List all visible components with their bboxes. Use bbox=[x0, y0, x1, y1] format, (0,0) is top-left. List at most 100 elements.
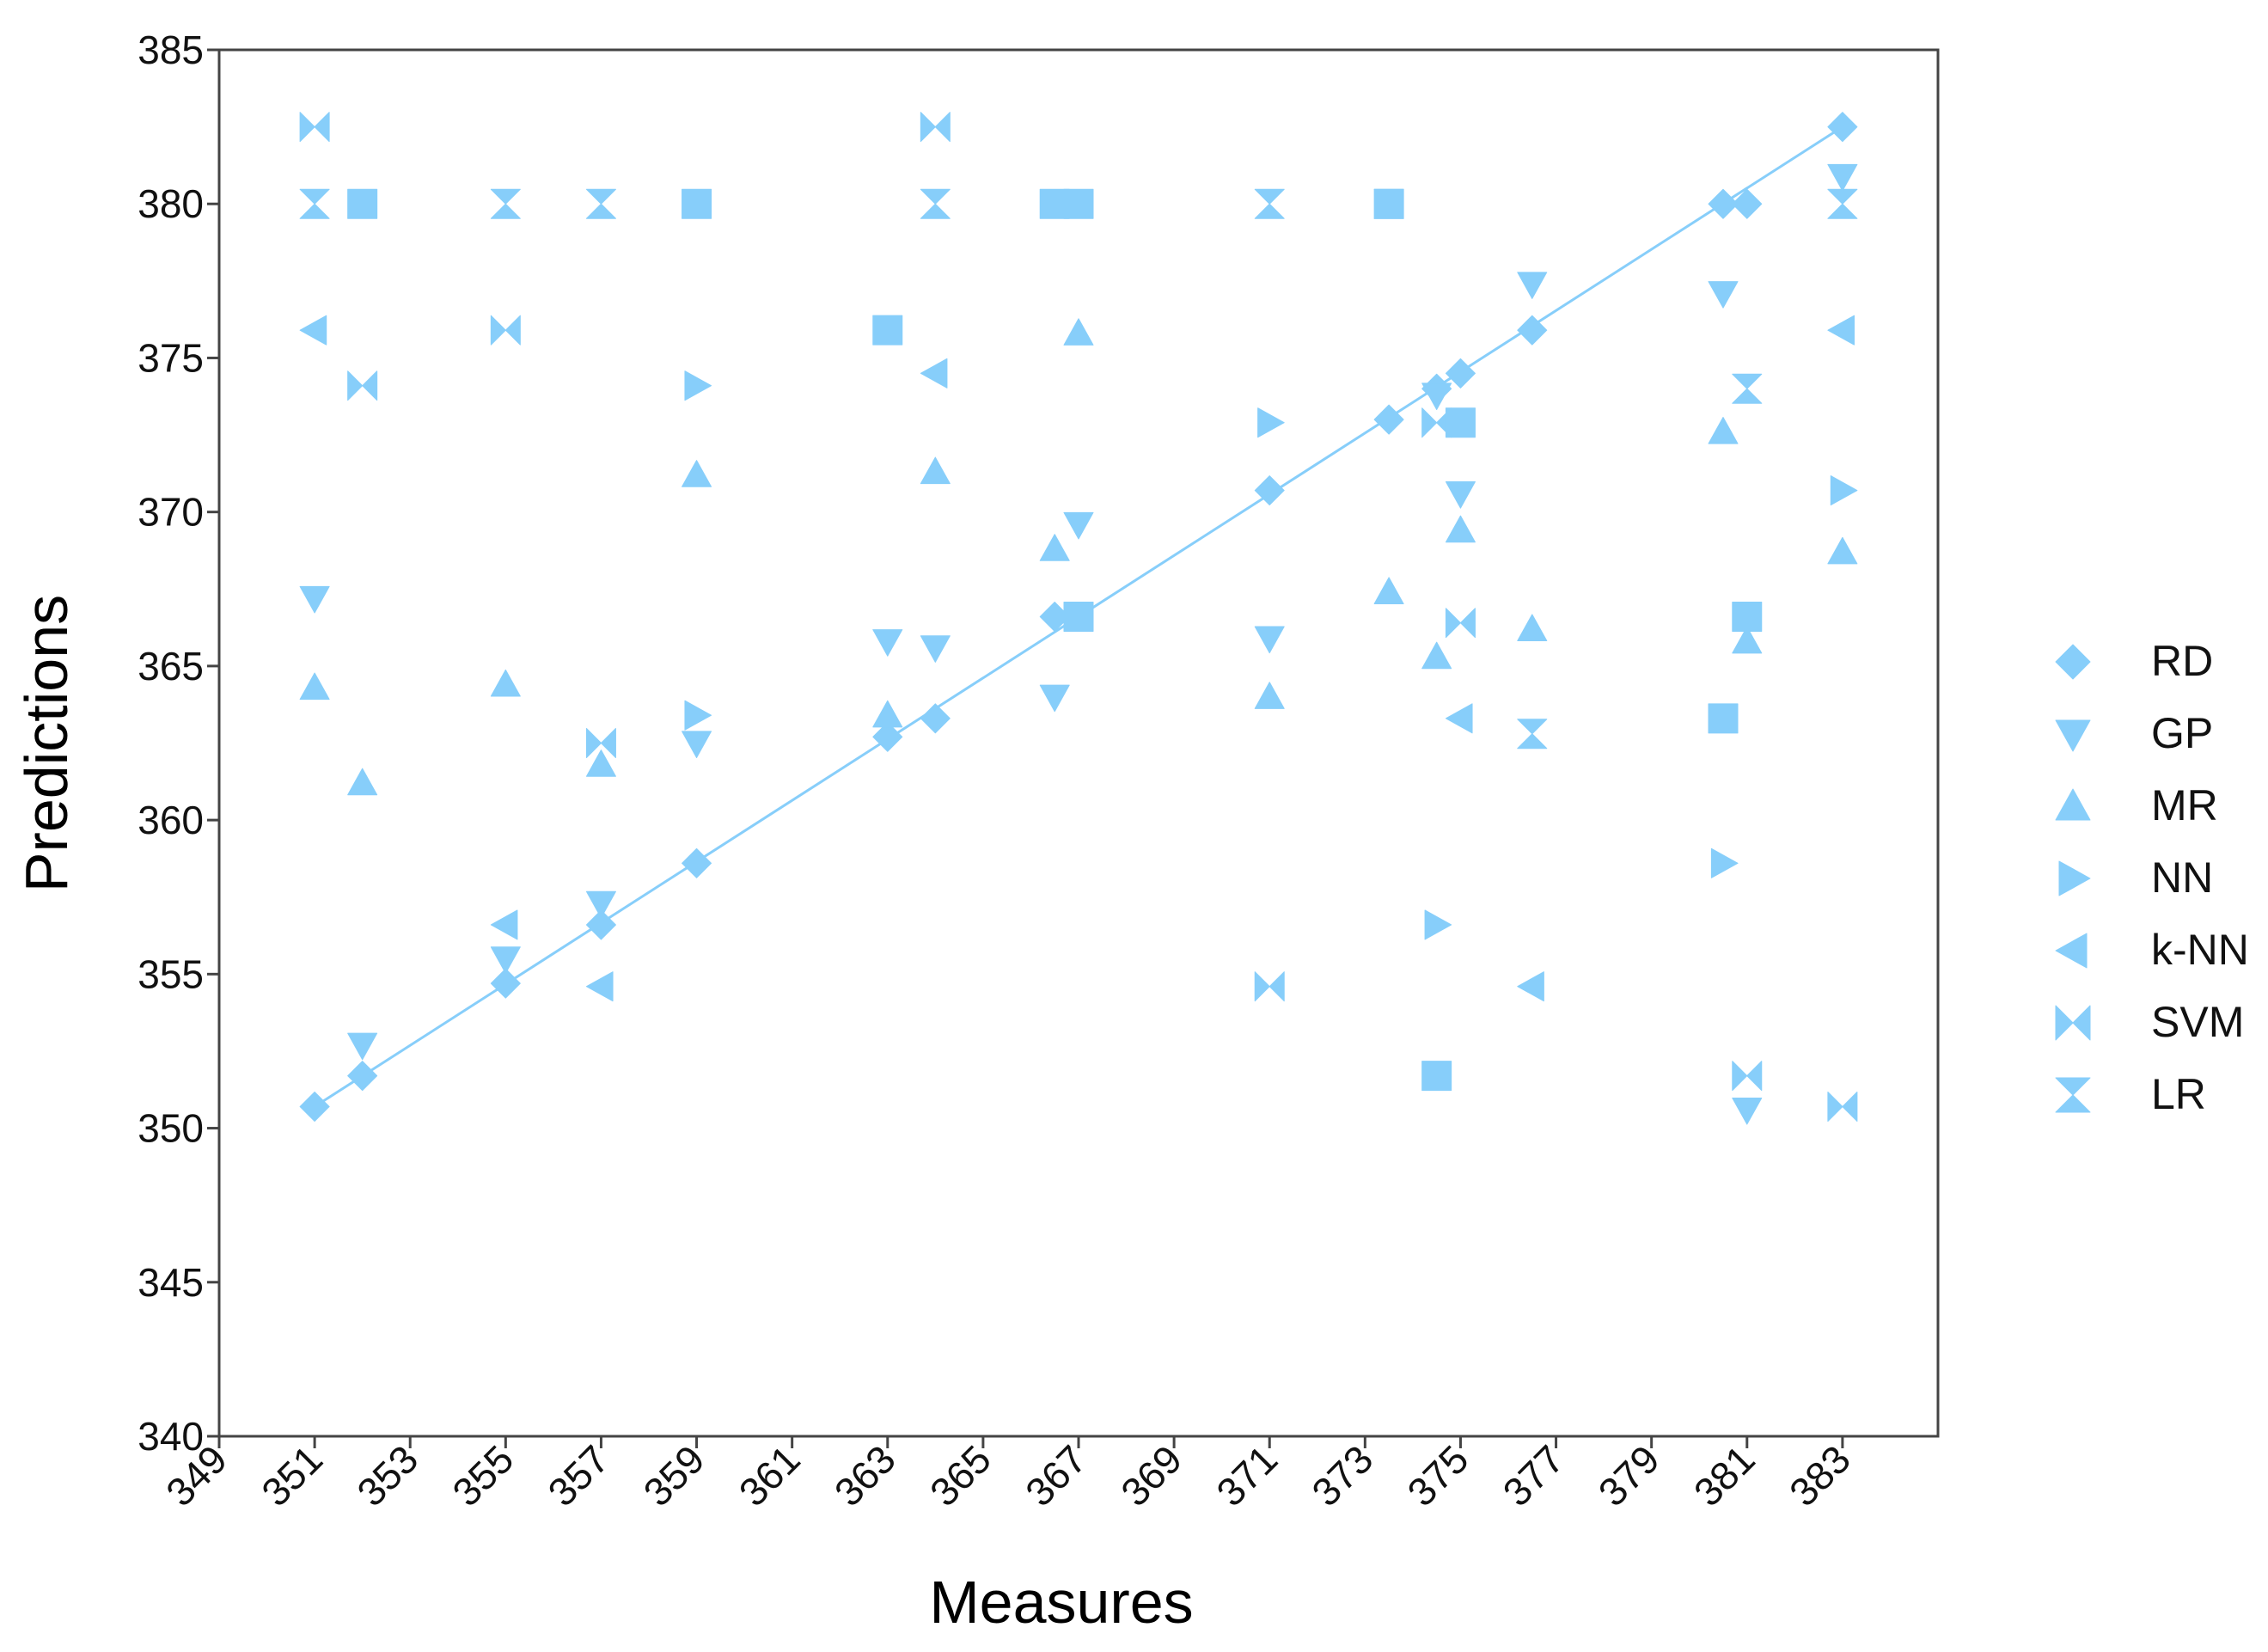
y-tick-label: 380 bbox=[138, 181, 204, 226]
data-point-mr bbox=[1517, 614, 1548, 641]
data-point-square bbox=[1373, 188, 1404, 219]
series-lr bbox=[299, 188, 1858, 750]
data-point-mr bbox=[1254, 682, 1285, 709]
x-tick-label: 361 bbox=[731, 1436, 809, 1514]
series-k-nn bbox=[299, 315, 1855, 1002]
legend-label: NN bbox=[2151, 854, 2213, 902]
data-point-rd bbox=[1373, 404, 1404, 435]
series-svm bbox=[299, 112, 1858, 1122]
data-point-mr bbox=[347, 768, 378, 796]
data-point-svm bbox=[347, 370, 378, 401]
x-tick-label: 359 bbox=[635, 1436, 713, 1514]
data-point-gp bbox=[1827, 163, 1858, 192]
y-tick-label: 375 bbox=[138, 335, 204, 380]
x-tick-label: 351 bbox=[253, 1436, 331, 1514]
data-point-square bbox=[1063, 188, 1094, 219]
data-point-rd bbox=[1517, 315, 1548, 346]
data-point-mr bbox=[872, 700, 903, 728]
series-mr bbox=[299, 318, 1858, 796]
data-point-svm bbox=[1827, 1091, 1858, 1122]
data-point-mr bbox=[1063, 318, 1094, 346]
x-tick-label: 375 bbox=[1398, 1436, 1476, 1514]
data-point-rd bbox=[1827, 112, 1858, 143]
data-point-rd bbox=[872, 721, 903, 752]
data-point-svm bbox=[920, 112, 951, 143]
data-point-gp bbox=[299, 585, 330, 614]
data-point-k-nn bbox=[1517, 971, 1544, 1002]
legend-label: SVM bbox=[2151, 998, 2244, 1046]
data-point-rd bbox=[299, 1091, 330, 1122]
data-point-mr bbox=[585, 750, 616, 777]
series-gp bbox=[299, 163, 1858, 1125]
data-point-gp bbox=[1517, 272, 1548, 299]
data-point-lr bbox=[920, 188, 951, 219]
data-point-mr bbox=[1708, 416, 1739, 444]
data-point-lr bbox=[299, 188, 330, 219]
legend-marker-gp bbox=[2055, 719, 2091, 752]
data-point-mr bbox=[1732, 626, 1763, 654]
data-point-gp bbox=[347, 1032, 378, 1061]
legend-label: k-NN bbox=[2151, 926, 2249, 974]
data-point-rd bbox=[1708, 188, 1739, 219]
data-point-mr bbox=[920, 456, 951, 485]
data-point-gp bbox=[872, 629, 903, 657]
x-axis-ticks: 349 351 353 355 357 359 361 363 365 367 369 371 373 3… bbox=[157, 1436, 1859, 1514]
legend-label: GP bbox=[2151, 709, 2213, 757]
data-point-square bbox=[1421, 1061, 1452, 1092]
legend-label: RD bbox=[2151, 637, 2213, 685]
data-point-mr bbox=[299, 672, 330, 701]
series-rd bbox=[299, 112, 1858, 1122]
y-tick-label: 360 bbox=[138, 798, 204, 842]
data-point-nn bbox=[1424, 909, 1452, 940]
data-point-k-nn bbox=[490, 909, 518, 940]
data-point-square bbox=[682, 188, 712, 219]
data-point-nn bbox=[684, 700, 712, 731]
data-point-gp bbox=[920, 635, 951, 663]
data-point-rd bbox=[1445, 358, 1476, 389]
x-tick-label: 383 bbox=[1781, 1436, 1859, 1514]
x-axis-title: Measures bbox=[929, 1569, 1193, 1636]
data-point-mr bbox=[1445, 515, 1476, 543]
data-point-gp bbox=[1039, 684, 1070, 713]
data-point-square bbox=[1732, 602, 1763, 633]
y-tick-label: 340 bbox=[138, 1414, 204, 1459]
data-point-svm bbox=[585, 728, 616, 758]
data-point-gp bbox=[585, 890, 616, 919]
data-point-gp bbox=[1445, 481, 1476, 509]
x-tick-label: 369 bbox=[1112, 1436, 1190, 1514]
data-point-lr bbox=[1827, 188, 1858, 219]
data-point-mr bbox=[1373, 577, 1404, 604]
x-tick-label: 381 bbox=[1685, 1436, 1764, 1514]
data-point-rd bbox=[1254, 475, 1285, 506]
series-square bbox=[347, 188, 1763, 1092]
data-point-mr bbox=[1039, 534, 1070, 561]
y-tick-label: 350 bbox=[138, 1106, 204, 1151]
data-point-k-nn bbox=[920, 358, 948, 389]
y-axis-title: Predictions bbox=[13, 595, 80, 892]
x-tick-label: 357 bbox=[539, 1436, 617, 1514]
data-point-nn bbox=[1830, 475, 1858, 506]
data-point-svm bbox=[1445, 608, 1476, 639]
data-point-nn bbox=[684, 370, 712, 401]
data-point-mr bbox=[1827, 536, 1858, 565]
data-point-rd bbox=[1732, 188, 1763, 219]
x-tick-label: 373 bbox=[1303, 1436, 1381, 1514]
data-point-mr bbox=[682, 460, 712, 487]
data-point-lr bbox=[1254, 188, 1285, 219]
data-point-gp bbox=[1254, 626, 1285, 654]
data-point-gp bbox=[1708, 281, 1739, 309]
legend-marker-svm bbox=[2055, 1005, 2091, 1041]
legend-marker-k-nn bbox=[2055, 933, 2088, 969]
y-tick-label: 345 bbox=[138, 1260, 204, 1305]
legend-marker-rd bbox=[2055, 644, 2091, 680]
x-tick-label: 365 bbox=[921, 1436, 1000, 1514]
legend-marker-mr bbox=[2055, 788, 2091, 821]
data-point-nn bbox=[1710, 847, 1739, 878]
data-point-square bbox=[1708, 703, 1739, 734]
data-point-mr bbox=[1421, 641, 1452, 670]
y-tick-label: 370 bbox=[138, 490, 204, 535]
data-point-gp bbox=[1421, 382, 1452, 410]
x-tick-label: 363 bbox=[826, 1436, 904, 1514]
data-point-svm bbox=[1254, 971, 1285, 1002]
